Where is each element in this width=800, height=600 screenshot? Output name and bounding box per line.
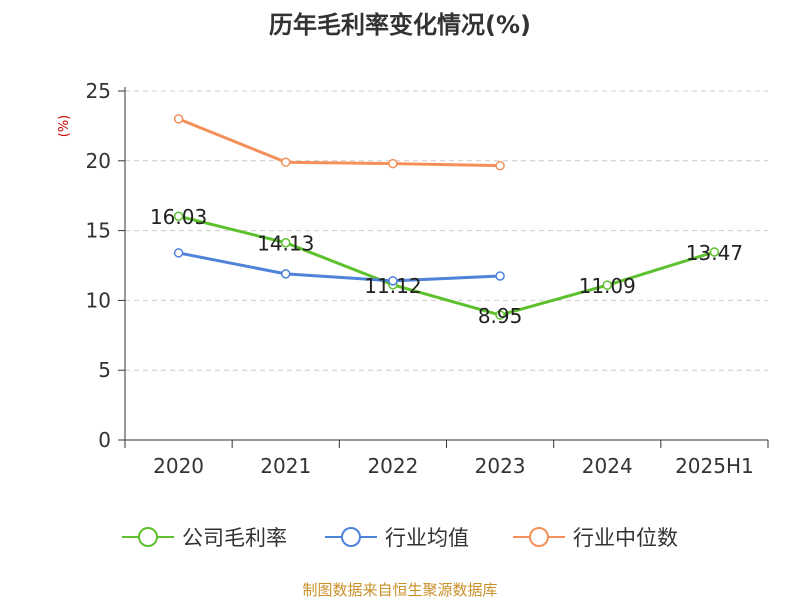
series-0-point-0 <box>173 211 184 221</box>
series-line-1 <box>178 251 501 283</box>
data-label: 8.95 <box>478 304 523 328</box>
data-label: 11.09 <box>579 274 636 298</box>
x-tick-label-2022: 2022 <box>367 454 418 478</box>
series-1-point-3 <box>495 271 505 281</box>
series-0-point-3 <box>495 310 505 320</box>
series-2-point-3 <box>495 160 505 171</box>
series-0-point-5 <box>709 247 720 257</box>
y-tick-label: 0 <box>98 428 111 452</box>
legend-label: 行业均值 <box>385 526 469 550</box>
legend-swatch-marker <box>138 527 158 547</box>
y-tick-label: 10 <box>86 288 111 312</box>
legend-swatch-marker <box>529 527 549 547</box>
data-label: 11.12 <box>364 274 421 298</box>
x-tick-label-2023: 2023 <box>475 454 526 478</box>
legend-item-2: 行业中位数 <box>513 526 678 550</box>
series-1-point-1 <box>281 269 291 279</box>
legend: 公司毛利率 行业均值 行业中位数 <box>122 526 678 550</box>
series-line-2 <box>178 117 501 168</box>
series-1-point-2 <box>388 276 398 286</box>
legend-item-1: 行业均值 <box>325 526 469 550</box>
series-0-point-1 <box>281 237 291 248</box>
series-line-0 <box>178 214 715 317</box>
series-2-point-2 <box>388 158 398 169</box>
chart-title: 历年毛利率变化情况(%) <box>269 11 531 39</box>
series-2-point-0 <box>173 114 184 124</box>
axes: 0 5 10 15 20 25 2020 2021 2022 2023 2024 2025H1 <box>86 79 769 478</box>
x-tick-label-2021: 2021 <box>260 454 311 478</box>
series-0-point-4 <box>602 280 612 290</box>
y-tick-label: 15 <box>86 219 111 243</box>
y-tick-label: 25 <box>86 79 111 103</box>
legend-item-0: 公司毛利率 <box>122 526 287 550</box>
data-label: 14.13 <box>257 232 314 256</box>
x-tick-label-2025H1: 2025H1 <box>675 454 754 478</box>
series-layer <box>173 114 720 320</box>
y-axis-label: (%) <box>57 115 72 138</box>
y-tick-label: 20 <box>86 149 111 173</box>
y-tick-label: 5 <box>98 358 111 382</box>
data-labels: 16.03 14.13 11.12 8.95 11.09 13.47 <box>150 205 743 328</box>
legend-label: 公司毛利率 <box>182 526 287 550</box>
legend-swatch-marker <box>341 527 361 547</box>
series-1-point-0 <box>173 248 184 258</box>
source-note: 制图数据来自恒生聚源数据库 <box>302 581 497 599</box>
x-tick-label-2024: 2024 <box>582 454 633 478</box>
grid-lines <box>125 90 768 371</box>
data-label: 13.47 <box>686 241 743 265</box>
x-tick-label-2020: 2020 <box>153 454 204 478</box>
data-label: 16.03 <box>150 205 207 229</box>
series-2-point-1 <box>281 157 291 167</box>
legend-label: 行业中位数 <box>573 526 678 550</box>
